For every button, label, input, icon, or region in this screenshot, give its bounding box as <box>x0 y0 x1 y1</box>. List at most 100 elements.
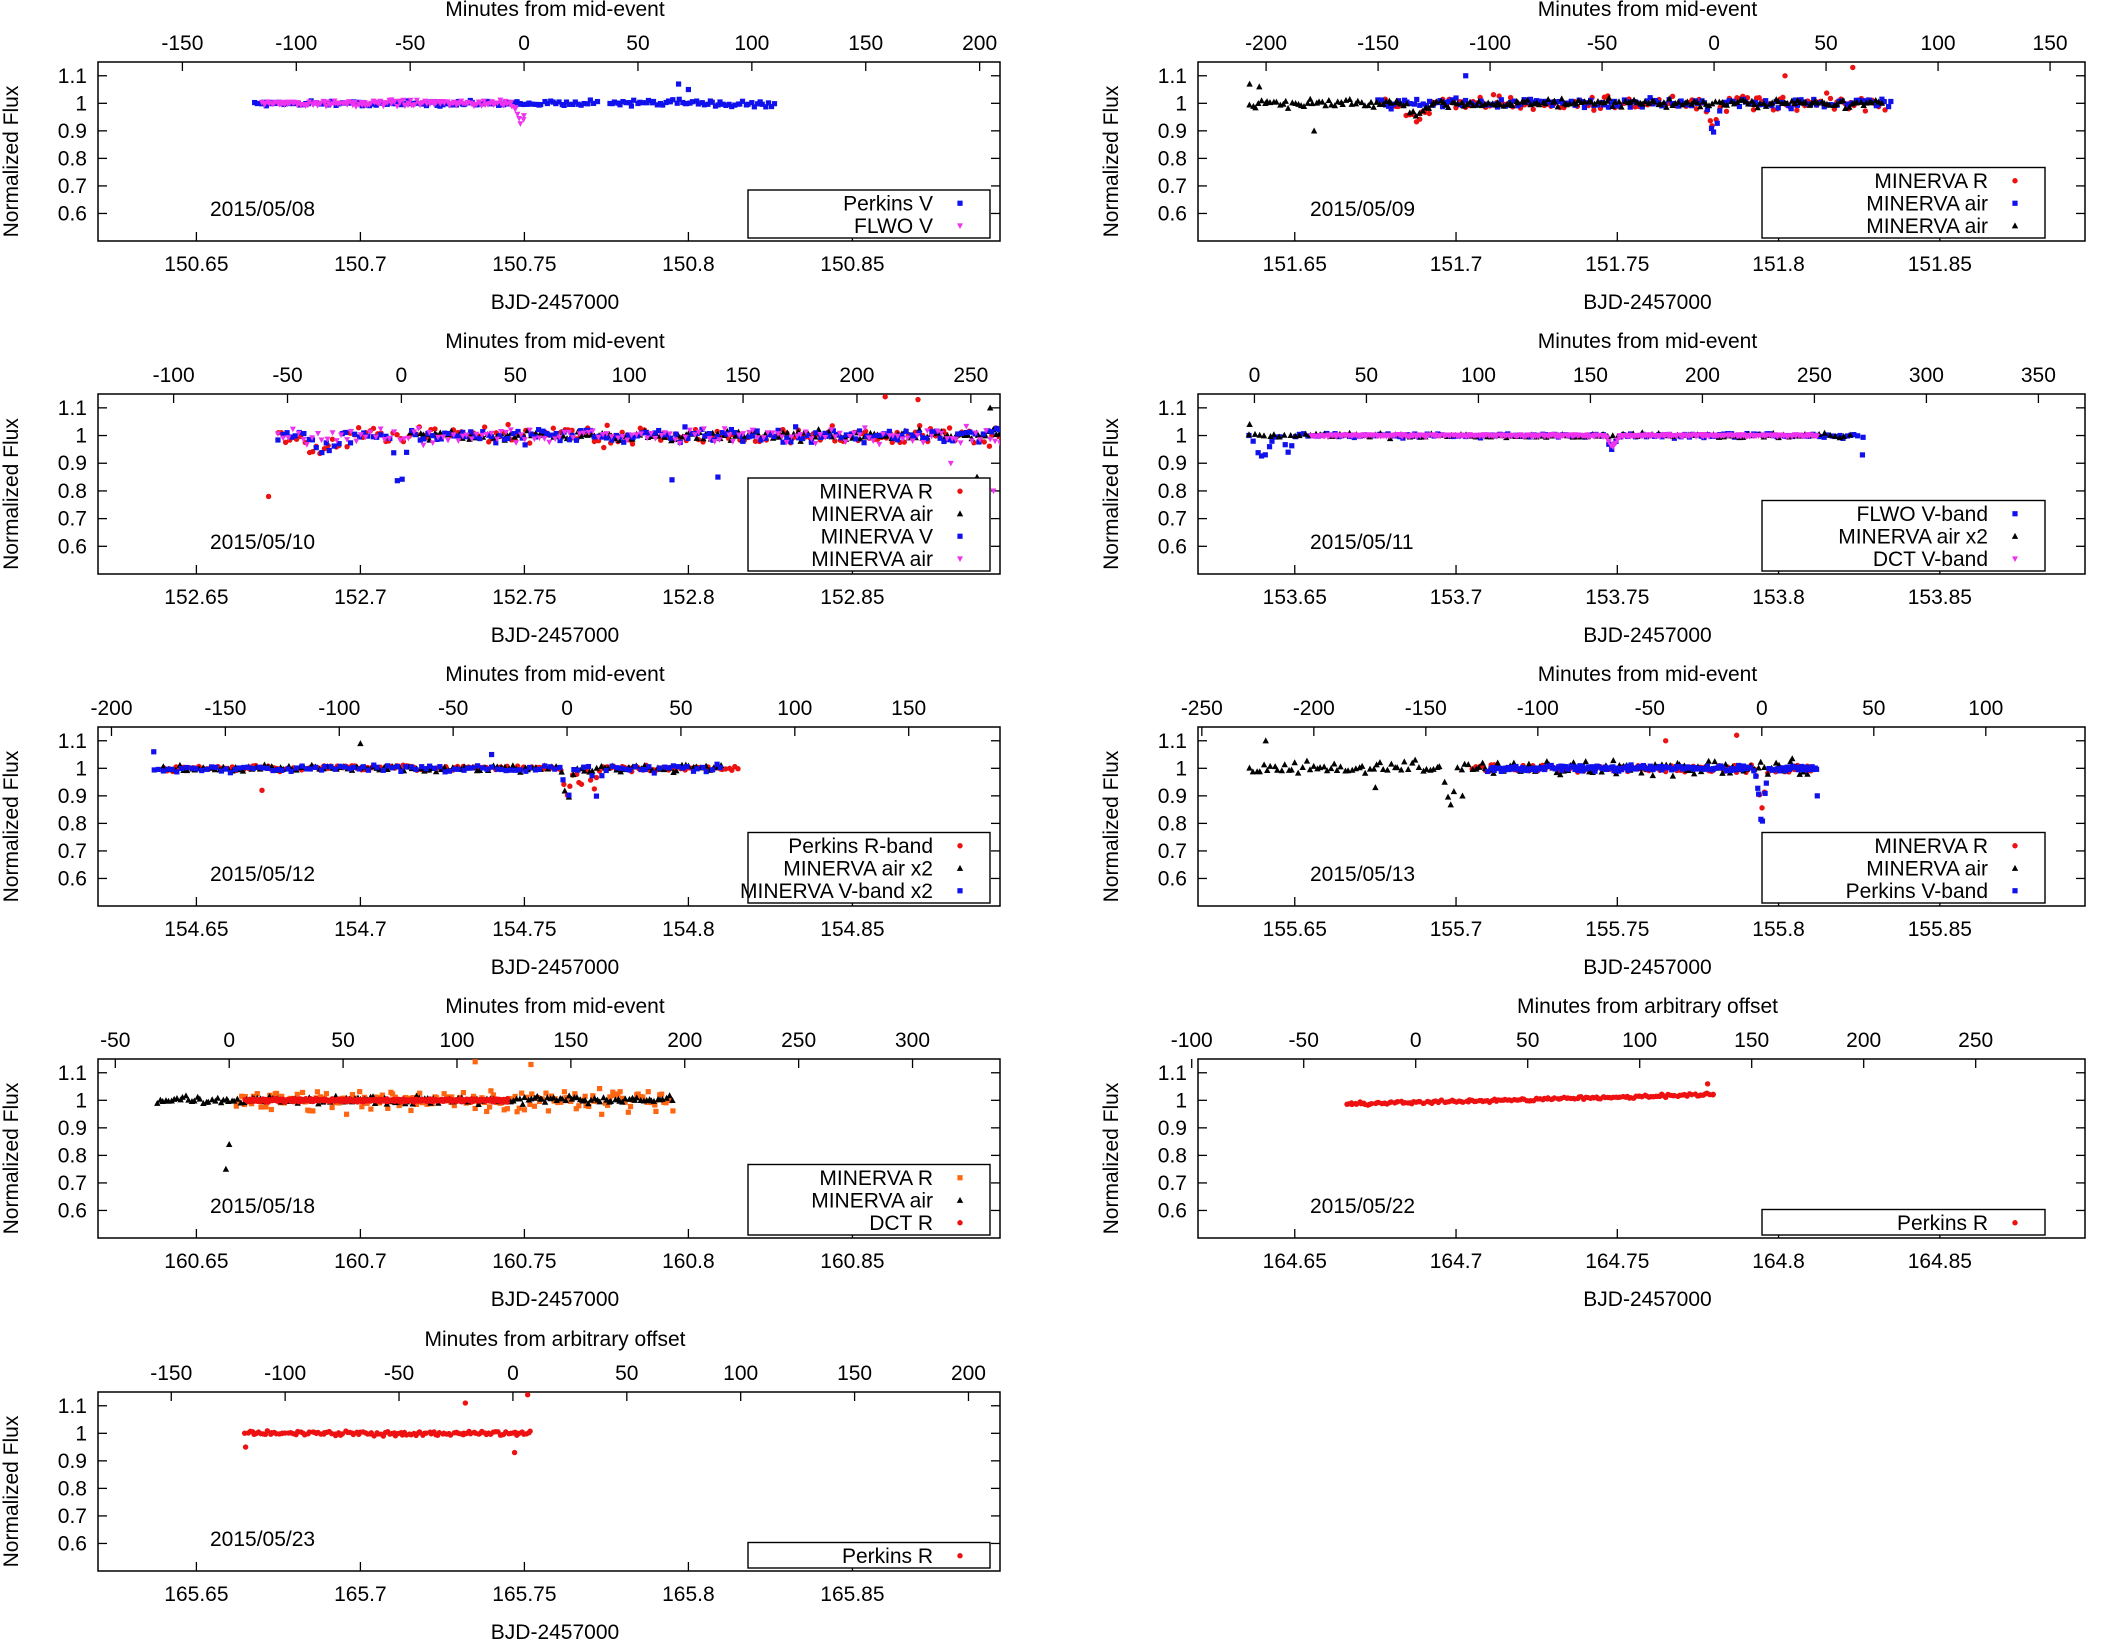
data-point <box>1780 94 1786 101</box>
x-axis-label: BJD-2457000 <box>1583 624 1711 647</box>
data-point <box>429 440 436 446</box>
data-point <box>1300 103 1308 110</box>
data-point <box>1591 100 1598 107</box>
top-tick-label: -200 <box>1293 697 1335 720</box>
data-point <box>737 101 743 107</box>
data-point <box>1591 107 1597 113</box>
top-tick-label: -50 <box>438 697 468 720</box>
data-point <box>1445 104 1452 111</box>
data-point <box>486 439 492 445</box>
top-tick-label: 100 <box>1968 697 2003 720</box>
top-tick-label: 0 <box>507 1362 519 1385</box>
data-point <box>1521 98 1528 105</box>
data-point <box>1337 763 1344 770</box>
data-point <box>573 1094 581 1101</box>
data-point <box>500 103 507 109</box>
data-points <box>1344 1081 1716 1108</box>
data-point <box>938 430 945 437</box>
data-point <box>599 773 605 779</box>
data-point <box>1875 98 1882 105</box>
legend-marker <box>956 1196 964 1203</box>
x-tick-label: 164.7 <box>1430 1250 1483 1273</box>
data-point <box>1453 104 1459 111</box>
data-point <box>498 766 504 773</box>
data-point <box>1799 763 1805 770</box>
data-point <box>640 1094 646 1100</box>
data-point <box>361 430 367 436</box>
top-tick-label: 100 <box>734 32 769 55</box>
data-point <box>631 97 637 103</box>
data-point <box>651 770 657 776</box>
data-point <box>796 435 802 441</box>
data-point <box>292 433 298 439</box>
data-point <box>1346 95 1353 102</box>
data-point <box>421 436 427 442</box>
data-point <box>509 762 517 769</box>
y-tick-label: 0.6 <box>58 1532 87 1555</box>
data-point <box>1503 101 1511 108</box>
data-point <box>1266 444 1273 450</box>
data-point <box>689 99 696 105</box>
data-point <box>1411 101 1417 107</box>
panel-2015-05-22: 164.65 164.7 164.75 164.8 164.850.60.70.80.9… <box>1100 995 2086 1311</box>
data-point <box>1489 765 1496 771</box>
data-point <box>408 1107 414 1114</box>
data-point <box>1527 96 1534 102</box>
data-point <box>648 431 655 437</box>
data-point <box>264 1428 271 1434</box>
data-point <box>1407 101 1413 107</box>
data-point <box>571 767 577 773</box>
data-point <box>368 1106 374 1112</box>
data-point <box>558 1099 564 1105</box>
data-point <box>1853 97 1859 103</box>
data-point <box>318 437 325 444</box>
data-point <box>1415 763 1423 770</box>
data-point <box>1832 432 1839 439</box>
data-point <box>1458 766 1466 773</box>
data-point <box>590 1093 596 1099</box>
data-point <box>1358 99 1365 106</box>
data-point <box>1707 118 1714 124</box>
data-point <box>411 102 418 108</box>
legend-marker <box>957 533 963 539</box>
x-tick-label: 164.85 <box>1908 1250 1972 1273</box>
data-point <box>1419 107 1427 114</box>
x-tick-label: 160.8 <box>662 1250 715 1273</box>
data-point <box>749 100 755 106</box>
data-point <box>644 435 651 442</box>
data-point <box>963 429 970 436</box>
data-point <box>622 1099 628 1105</box>
data-point <box>489 764 495 770</box>
data-point <box>254 100 260 107</box>
data-point <box>209 764 215 770</box>
data-point <box>703 768 709 775</box>
data-point <box>986 404 994 411</box>
data-point <box>437 103 443 109</box>
top-tick-label: -50 <box>395 32 425 55</box>
data-point <box>720 101 726 107</box>
legend-entry-label: MINERVA V <box>821 525 933 548</box>
data-point <box>862 428 869 434</box>
data-point <box>1267 433 1274 440</box>
y-tick-label: 1.1 <box>58 730 87 753</box>
data-point <box>532 767 539 773</box>
data-point <box>1851 432 1857 438</box>
data-point <box>355 425 362 431</box>
data-point <box>805 432 811 439</box>
y-tick-label: 0.9 <box>1158 785 1187 808</box>
data-point <box>545 1108 552 1114</box>
data-point <box>1401 758 1408 765</box>
data-point <box>1475 98 1482 105</box>
top-tick-label: -50 <box>1635 697 1665 720</box>
data-point <box>619 1098 626 1105</box>
data-point <box>627 1103 634 1110</box>
top-tick-label: -250 <box>1181 697 1223 720</box>
data-point <box>656 427 662 434</box>
data-point <box>780 426 786 433</box>
top-tick-label: 100 <box>439 1029 474 1052</box>
data-point <box>394 432 400 438</box>
data-point <box>477 435 483 442</box>
x-tick-label: 153.8 <box>1752 586 1805 609</box>
data-point <box>521 1107 528 1113</box>
data-point <box>1426 98 1433 105</box>
